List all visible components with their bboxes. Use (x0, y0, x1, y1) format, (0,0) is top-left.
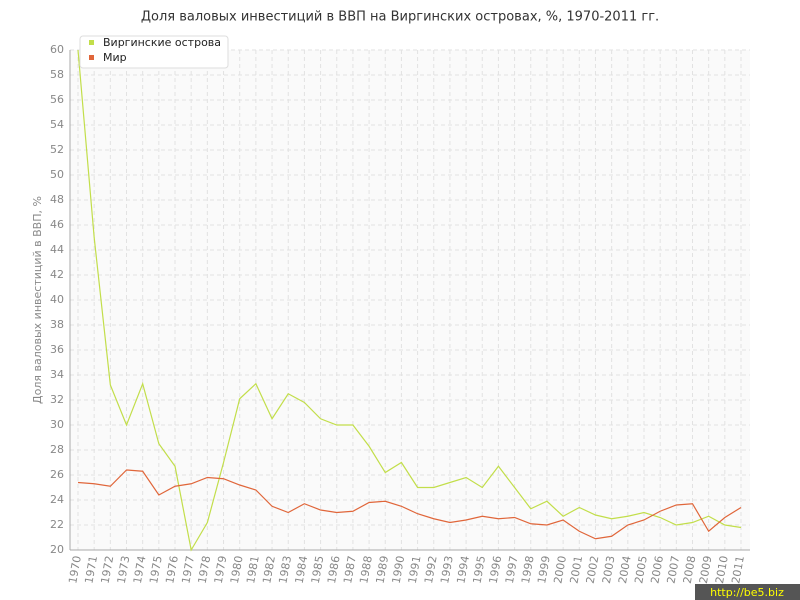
legend-box (79, 35, 229, 69)
y-axis-label: Доля валовых инвестиций в ВВП, % (31, 196, 44, 404)
x-tick-label: 2005 (632, 555, 650, 585)
series-line (77, 469, 742, 540)
y-tick-label: 56 (50, 93, 64, 106)
x-tick-label: 2010 (713, 555, 731, 585)
x-tick-label: 2002 (584, 555, 602, 585)
x-tick-label: 1971 (82, 555, 100, 585)
x-tick-label: 1983 (276, 555, 294, 585)
x-tick-label: 2011 (729, 555, 747, 585)
x-tick-label: 1988 (357, 555, 375, 585)
y-tick-label: 20 (50, 543, 64, 556)
x-tick-label: 1987 (341, 555, 359, 585)
y-tick-label: 30 (50, 418, 64, 431)
y-tick-label: 32 (50, 393, 64, 406)
y-tick-label: 52 (50, 143, 64, 156)
y-tick-label: 44 (50, 243, 64, 256)
x-tick-label: 2008 (681, 555, 699, 585)
x-tick-label: 1998 (519, 555, 537, 585)
x-tick-label: 1993 (438, 555, 456, 585)
x-tick-label: 2009 (697, 555, 715, 585)
x-tick-label: 2000 (551, 555, 569, 585)
x-tick-label: 1999 (535, 555, 553, 585)
x-tick-label: 1978 (196, 555, 214, 585)
x-tick-label: 1986 (325, 555, 343, 585)
x-tick-label: 1985 (309, 555, 327, 585)
x-tick-label: 1982 (260, 555, 278, 585)
y-tick-label: 60 (50, 43, 64, 56)
legend-label: Виргинские острова (103, 36, 221, 49)
watermark: http://be5.biz (710, 586, 784, 599)
x-tick-label: 1989 (373, 555, 391, 585)
y-tick-label: 40 (50, 293, 64, 306)
legend-swatch (89, 40, 94, 45)
y-tick-label: 24 (50, 493, 64, 506)
x-tick-label: 2007 (665, 555, 683, 585)
y-tick-label: 58 (50, 68, 64, 81)
x-tick-label: 1974 (131, 555, 149, 585)
legend: Виргинские острова Мир (79, 35, 229, 69)
x-tick-label: 1991 (406, 555, 424, 585)
x-tick-label: 1992 (422, 555, 440, 585)
x-tick-label: 1990 (390, 555, 408, 585)
watermark-bg (695, 584, 800, 600)
x-tick-label: 2003 (600, 555, 618, 585)
x-tick-label: 2001 (568, 555, 586, 585)
y-tick-label: 46 (50, 218, 64, 231)
x-tick-label: 1980 (228, 555, 246, 585)
y-tick-label: 28 (50, 443, 64, 456)
y-tick-label: 22 (50, 518, 64, 531)
x-tick-label: 1984 (293, 555, 311, 585)
y-tick-label: 34 (50, 368, 64, 381)
x-tick-label: 1994 (454, 555, 472, 585)
legend-swatch (89, 55, 94, 60)
x-tick-label: 2004 (616, 555, 634, 585)
y-tick-label: 42 (50, 268, 64, 281)
y-tick-label: 36 (50, 343, 64, 356)
legend-label: Мир (103, 51, 127, 64)
y-tick-label: 48 (50, 193, 64, 206)
x-tick-label: 1970 (66, 555, 84, 585)
chart-title: Доля валовых инвестиций в ВВП на Виргинс… (141, 10, 659, 25)
y-tick-label: 50 (50, 168, 64, 181)
x-tick-label: 1972 (99, 555, 117, 585)
series-line (77, 49, 742, 552)
y-tick-label: 38 (50, 318, 64, 331)
x-tick-label: 2006 (648, 555, 666, 585)
x-tick-label: 1973 (115, 555, 133, 585)
x-tick-label: 1979 (212, 555, 230, 585)
x-tick-label: 1977 (179, 555, 197, 585)
x-tick-label: 1997 (503, 555, 521, 585)
x-tick-label: 1975 (147, 555, 165, 585)
y-tick-label: 26 (50, 468, 64, 481)
y-tick-label: 54 (50, 118, 64, 131)
x-tick-label: 1996 (487, 555, 505, 585)
x-tick-label: 1981 (244, 555, 262, 585)
x-tick-label: 1976 (163, 555, 181, 585)
x-tick-label: 1995 (471, 555, 489, 585)
